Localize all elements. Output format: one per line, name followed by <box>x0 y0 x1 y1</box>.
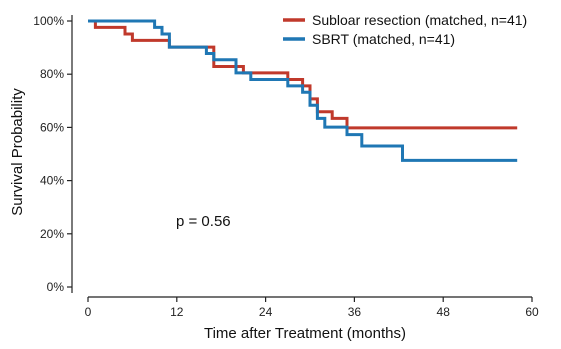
x-tick-label: 0 <box>85 305 92 319</box>
y-tick-label: 100% <box>33 14 64 28</box>
x-tick-label: 36 <box>348 305 362 319</box>
y-tick-label: 40% <box>40 174 64 188</box>
y-tick-label: 60% <box>40 120 64 134</box>
series-line-subloar <box>88 19 518 130</box>
series-layer <box>88 19 518 162</box>
x-tick-label: 24 <box>259 305 273 319</box>
x-tick-label: 12 <box>170 305 184 319</box>
y-tick-label: 0% <box>47 280 65 294</box>
legend-label-sbrt: SBRT (matched, n=41) <box>312 31 455 47</box>
p-value-annotation: p = 0.56 <box>176 213 231 230</box>
plot-area: 0% 20% 40% 60% 80% 100% 0 12 24 36 48 60 <box>33 14 539 319</box>
x-ticks: 0 12 24 36 48 60 <box>85 297 539 319</box>
x-axis-title: Time after Treatment (months) <box>204 325 406 342</box>
legend-label-subloar: Subloar resection (matched, n=41) <box>312 12 527 28</box>
y-tick-label: 80% <box>40 67 64 81</box>
y-ticks: 0% 20% 40% 60% 80% 100% <box>33 14 72 294</box>
x-tick-label: 60 <box>525 305 539 319</box>
series-line-sbrt <box>88 19 518 162</box>
y-axis-title: Survival Probability <box>9 88 26 216</box>
x-tick-label: 48 <box>437 305 451 319</box>
legend: Subloar resection (matched, n=41) SBRT (… <box>283 12 527 47</box>
y-tick-label: 20% <box>40 227 64 241</box>
